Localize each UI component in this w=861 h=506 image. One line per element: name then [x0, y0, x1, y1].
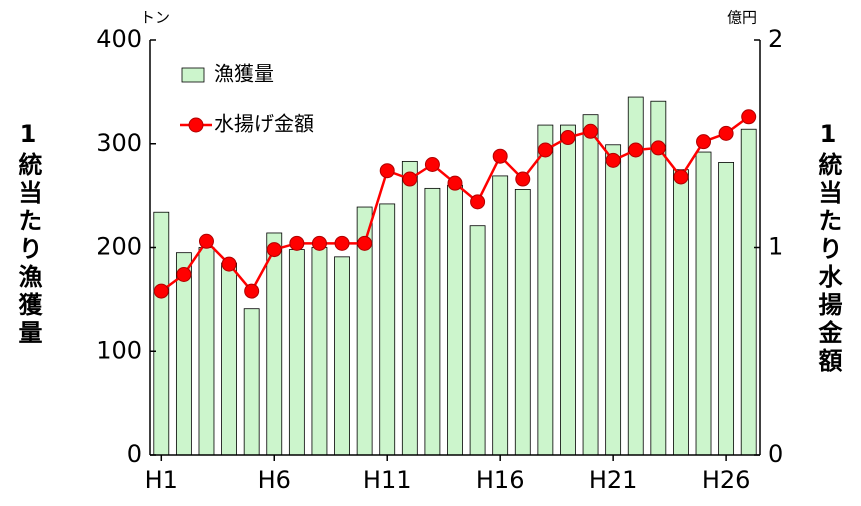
bar	[175, 252, 192, 456]
y-tick-label: 300	[96, 129, 142, 157]
x-tick-label: H6	[258, 466, 291, 494]
bar	[537, 124, 554, 456]
marker	[673, 169, 689, 185]
marker	[402, 171, 418, 187]
legend-label: 漁獲量	[214, 62, 274, 86]
bar	[401, 160, 418, 456]
legend-label: 水揚げ金額	[214, 112, 314, 136]
bar	[469, 225, 486, 456]
y2-tick-label: 1	[768, 233, 783, 261]
bar	[221, 262, 237, 456]
y-tick-label: 0	[127, 440, 142, 468]
bar	[582, 114, 599, 456]
marker	[628, 142, 644, 158]
marker	[741, 109, 757, 125]
bar	[198, 247, 215, 456]
legend-marker	[188, 117, 204, 133]
marker	[650, 140, 666, 156]
bar	[605, 144, 622, 456]
bar	[695, 151, 712, 456]
bar	[673, 169, 689, 456]
bar	[334, 256, 350, 456]
marker	[560, 130, 576, 146]
x-tick-label: H26	[702, 466, 751, 494]
bar	[514, 188, 531, 456]
x-tick-label: H1	[145, 466, 178, 494]
bar	[560, 124, 576, 456]
bar	[266, 232, 283, 456]
bar	[740, 128, 757, 456]
legend-swatch	[181, 67, 205, 83]
bar	[153, 211, 170, 456]
bar	[424, 187, 441, 456]
bar	[718, 162, 735, 456]
marker	[583, 123, 599, 139]
marker	[515, 171, 531, 187]
marker	[153, 283, 169, 299]
bar	[492, 175, 509, 456]
marker	[379, 163, 395, 179]
y2-tick-label: 0	[768, 440, 783, 468]
marker	[605, 152, 621, 168]
y-unit: トン	[140, 9, 170, 27]
x-tick-label: H21	[589, 466, 638, 494]
marker	[492, 148, 508, 164]
marker	[221, 256, 237, 272]
y2-axis-label: 1統当たり水揚金額	[814, 120, 843, 376]
marker	[696, 134, 712, 150]
bar	[447, 184, 463, 456]
marker	[176, 266, 192, 282]
bar	[288, 249, 305, 456]
bar	[379, 203, 396, 456]
marker	[198, 233, 214, 249]
x-tick-label: H11	[363, 466, 412, 494]
marker	[357, 235, 373, 251]
marker	[244, 283, 260, 299]
marker	[311, 235, 327, 251]
bar	[311, 247, 328, 456]
y2-unit: 億円	[727, 9, 757, 27]
marker	[447, 175, 463, 191]
marker	[718, 125, 734, 141]
y-tick-label: 400	[96, 25, 142, 53]
y-tick-label: 200	[96, 233, 142, 261]
y-axis-label: 1統当たり漁獲量	[14, 120, 42, 348]
y2-tick-label: 2	[768, 25, 783, 53]
marker	[334, 235, 350, 251]
marker	[289, 235, 305, 251]
y-tick-label: 100	[96, 336, 142, 364]
marker	[537, 142, 553, 158]
bar	[243, 308, 260, 456]
marker	[424, 157, 440, 172]
marker	[266, 242, 282, 258]
marker	[470, 194, 486, 210]
x-tick-label: H16	[476, 466, 525, 494]
